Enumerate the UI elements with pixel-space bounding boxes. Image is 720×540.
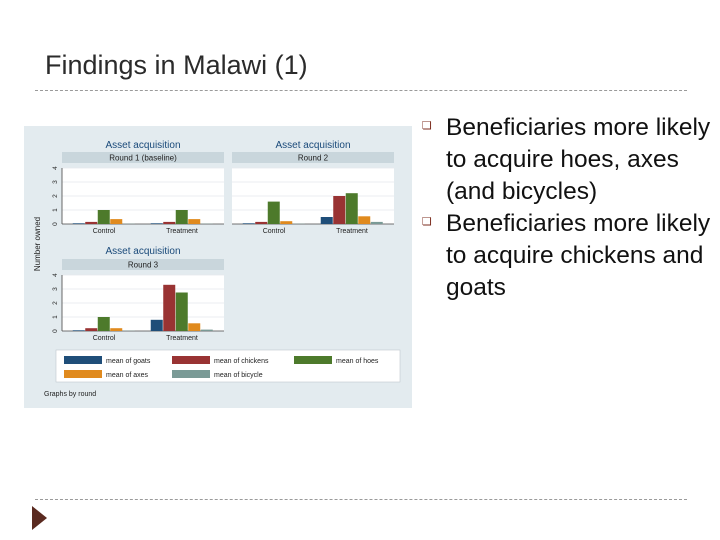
x-tick-label: Control [263,228,286,235]
panel-title: Asset acquisition [105,246,180,257]
y-tick-label: 0 [52,222,59,226]
legend-swatch [294,356,332,364]
y-axis-label: Number owned [33,217,42,271]
bar-treatment-0 [150,223,163,224]
panel-subtitle-strip [232,152,394,163]
square-bullet-icon: ❏ [422,215,432,228]
bar-treatment-2 [175,292,188,331]
bar-control-0 [72,223,85,224]
legend-label: mean of bicycle [214,372,263,379]
panel-title: Asset acquisition [275,140,350,151]
bar-control-0 [242,223,255,224]
asset-acquisition-chart: Number owned Asset acquisition Round 1 (ba… [24,126,412,408]
bullet-item-2: ❏ Beneficiaries more likely to acquire c… [422,208,712,304]
title-divider [35,90,687,91]
legend-swatch [172,356,210,364]
panel-subtitle-strip [62,259,224,270]
y-tick-label: 4 [52,166,59,170]
bar-control-2 [97,210,110,224]
bar-treatment-0 [320,217,333,224]
legend-label: mean of chickens [214,358,269,365]
y-tick-label: 2 [52,194,59,198]
legend-swatch [64,370,102,378]
y-tick-label: 2 [52,301,59,305]
x-tick-label: Control [93,228,116,235]
panel-subtitle: Round 1 (baseline) [109,154,177,163]
y-tick-label: 4 [52,273,59,277]
panel-subtitle-strip [62,152,224,163]
square-bullet-icon: ❏ [422,119,432,132]
bullet-item-1: ❏ Beneficiaries more likely to acquire h… [422,112,712,208]
legend-swatch [64,356,102,364]
bullet-text-1: Beneficiaries more likely to acquire hoe… [446,114,711,205]
bar-treatment-1 [333,196,346,224]
slide-title: Findings in Malawi (1) [45,50,308,80]
bar-treatment-3 [188,219,201,224]
footer-divider [35,499,687,500]
next-slide-arrow-icon[interactable] [32,506,47,530]
legend-box [55,349,401,383]
bullet-list: ❏ Beneficiaries more likely to acquire h… [422,112,712,304]
legend-label: mean of axes [106,372,149,379]
y-tick-label: 3 [52,287,59,291]
bar-treatment-0 [150,319,163,331]
x-tick-label: Treatment [336,228,368,235]
bar-control-2 [97,317,110,331]
y-tick-label: 1 [52,315,59,319]
x-tick-label: Control [93,335,116,342]
bar-control-3 [110,219,123,224]
y-tick-label: 0 [52,329,59,333]
legend-label: mean of hoes [336,358,379,365]
legend-label: mean of goats [106,358,151,365]
bar-treatment-4 [370,221,383,224]
bar-control-2 [267,201,280,224]
chart-footnote: Graphs by round [44,391,96,398]
panel-subtitle: Round 2 [298,154,329,163]
x-tick-label: Treatment [166,228,198,235]
panel-subtitle: Round 3 [128,261,159,270]
bar-control-3 [110,328,123,331]
y-tick-label: 1 [52,208,59,212]
chart-svg: Number owned Asset acquisition Round 1 (ba… [33,140,401,398]
bar-treatment-1 [163,221,176,224]
bar-control-1 [255,221,268,224]
bar-treatment-4 [200,329,213,331]
bar-control-1 [85,221,98,224]
x-tick-label: Treatment [166,335,198,342]
y-tick-label: 3 [52,180,59,184]
bar-treatment-2 [345,193,358,224]
legend-swatch [172,370,210,378]
bar-control-3 [280,221,293,224]
bar-treatment-3 [188,323,201,331]
bar-treatment-2 [175,210,188,224]
bullet-text-2: Beneficiaries more likely to acquire chi… [446,210,711,301]
panel-title: Asset acquisition [105,140,180,151]
bar-control-1 [85,328,98,331]
bar-control-0 [72,330,85,331]
bar-treatment-3 [358,216,371,224]
bar-treatment-1 [163,284,176,331]
